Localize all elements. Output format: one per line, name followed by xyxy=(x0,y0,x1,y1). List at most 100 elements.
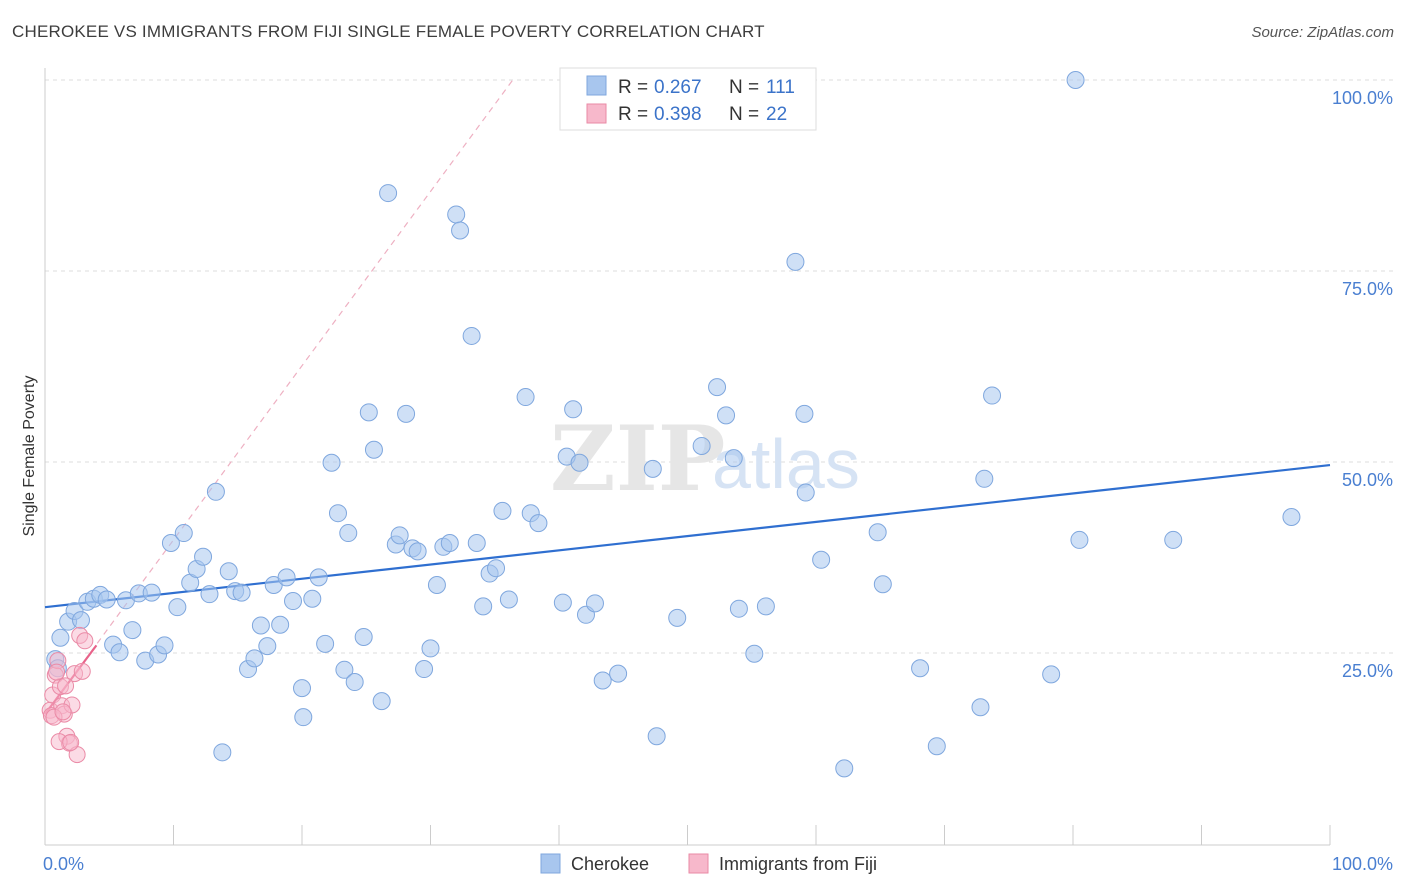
cherokee-point-86 xyxy=(692,436,711,455)
legend-n-label-1: N = xyxy=(729,77,759,98)
legend-swatch-cherokee xyxy=(586,75,607,96)
fiji-point-14 xyxy=(73,662,91,680)
bottom-legend: Cherokee Immigrants from Fiji xyxy=(540,853,877,874)
cherokee-point-81 xyxy=(593,671,612,690)
cherokee-point-45 xyxy=(335,660,354,679)
cherokee-point-64 xyxy=(451,221,470,240)
cherokee-point-37 xyxy=(284,592,303,611)
cherokee-point-33 xyxy=(258,637,277,656)
cherokee-point-99 xyxy=(873,575,892,594)
legend-r-label-2: R = xyxy=(618,104,648,125)
cherokee-point-38 xyxy=(293,679,311,698)
cherokee-point-87 xyxy=(708,378,727,397)
cherokee-point-74 xyxy=(529,514,548,533)
cherokee-point-32 xyxy=(251,616,270,635)
source-credit: Source: ZipAtlas.com xyxy=(1251,24,1394,41)
x-tick-labels: 0.0% 100.0% xyxy=(43,854,1393,874)
gridlines xyxy=(45,79,1395,654)
cherokee-point-1 xyxy=(51,628,70,647)
cherokee-point-60 xyxy=(427,576,446,595)
cherokee-point-83 xyxy=(643,459,662,478)
y-tick-label-2: 75.0% xyxy=(1342,279,1393,299)
cherokee-point-89 xyxy=(724,449,743,468)
cherokee-point-48 xyxy=(354,627,373,646)
cherokee-point-78 xyxy=(570,453,589,472)
legend-box: R = 0.267 N = 111 R = 0.398 N = 22 xyxy=(559,67,817,131)
cherokee-point-92 xyxy=(756,597,775,616)
cherokee-point-49 xyxy=(359,403,378,422)
cherokee-point-41 xyxy=(309,568,328,587)
cherokee-point-50 xyxy=(364,440,383,459)
cherokee-point-107 xyxy=(1070,530,1089,549)
legend-r-label-1: R = xyxy=(618,77,648,98)
cherokee-point-90 xyxy=(729,599,748,618)
cherokee-point-31 xyxy=(245,649,264,668)
cherokee-point-85 xyxy=(668,608,687,627)
cherokee-point-77 xyxy=(564,400,583,419)
cherokee-point-102 xyxy=(971,698,990,717)
bottom-legend-label-fiji: Immigrants from Fiji xyxy=(719,854,877,874)
cherokee-point-4 xyxy=(71,611,90,630)
cherokee-point-39 xyxy=(294,708,313,727)
y-tick-label-1: 50.0% xyxy=(1342,470,1393,490)
cherokee-point-15 xyxy=(142,583,161,602)
y-tick-labels: 25.0% 50.0% 75.0% 100.0% xyxy=(1332,88,1393,681)
fiji-points xyxy=(41,626,94,764)
cherokee-point-27 xyxy=(219,562,238,581)
bottom-legend-label-cherokee: Cherokee xyxy=(571,854,649,874)
cherokee-point-20 xyxy=(174,524,193,543)
cherokee-point-46 xyxy=(339,524,358,543)
cherokee-point-18 xyxy=(161,533,180,552)
cherokee-point-55 xyxy=(397,404,416,423)
cherokee-point-96 xyxy=(812,550,831,569)
bottom-legend-swatch-cherokee xyxy=(540,853,561,874)
cherokee-point-25 xyxy=(206,482,225,501)
cherokee-point-12 xyxy=(123,621,142,640)
cherokee-point-23 xyxy=(194,547,213,566)
cherokee-point-35 xyxy=(271,615,290,634)
legend-r-value-2: 0.398 xyxy=(654,104,702,125)
cherokee-point-71 xyxy=(499,590,518,609)
fiji-point-18 xyxy=(57,677,75,695)
cherokee-point-40 xyxy=(303,589,322,608)
cherokee-point-82 xyxy=(609,664,628,683)
cherokee-point-44 xyxy=(328,504,347,523)
cherokee-point-51 xyxy=(372,692,391,711)
cherokee-point-10 xyxy=(110,643,129,662)
cherokee-point-70 xyxy=(493,501,512,520)
cherokee-point-36 xyxy=(277,568,296,587)
cherokee-point-91 xyxy=(745,644,764,663)
cherokee-point-95 xyxy=(796,483,815,502)
cherokee-point-19 xyxy=(168,598,187,617)
cherokee-point-63 xyxy=(447,205,466,224)
legend-n-label-2: N = xyxy=(729,104,759,125)
cherokee-point-108 xyxy=(1164,530,1183,549)
cherokee-point-66 xyxy=(467,533,486,552)
cherokee-point-94 xyxy=(795,404,814,423)
cherokee-point-24 xyxy=(200,585,219,604)
cherokee-point-103 xyxy=(975,469,994,488)
cherokee-point-106 xyxy=(1066,71,1085,89)
cherokee-point-58 xyxy=(415,660,434,679)
bottom-legend-swatch-fiji xyxy=(688,853,709,874)
cherokee-point-62 xyxy=(440,533,459,552)
fiji-point-21 xyxy=(54,703,72,721)
trend-lines xyxy=(44,79,1331,715)
fiji-point-20 xyxy=(48,663,66,681)
fiji-point-19 xyxy=(62,733,80,751)
cherokee-point-17 xyxy=(155,636,174,655)
cherokee-point-57 xyxy=(408,542,427,561)
cherokee-point-54 xyxy=(390,526,409,545)
cherokee-point-42 xyxy=(316,634,335,653)
cherokee-point-109 xyxy=(1282,508,1301,527)
cherokee-point-88 xyxy=(717,406,736,425)
cherokee-point-72 xyxy=(516,388,535,407)
legend-n-value-1: 111 xyxy=(766,77,795,98)
cherokee-point-26 xyxy=(213,743,232,762)
cherokee-point-80 xyxy=(585,594,604,613)
cherokee-point-104 xyxy=(983,386,1002,405)
cherokee-point-47 xyxy=(345,673,364,692)
cherokee-point-75 xyxy=(553,593,572,612)
cherokee-trend-line xyxy=(44,463,1331,609)
